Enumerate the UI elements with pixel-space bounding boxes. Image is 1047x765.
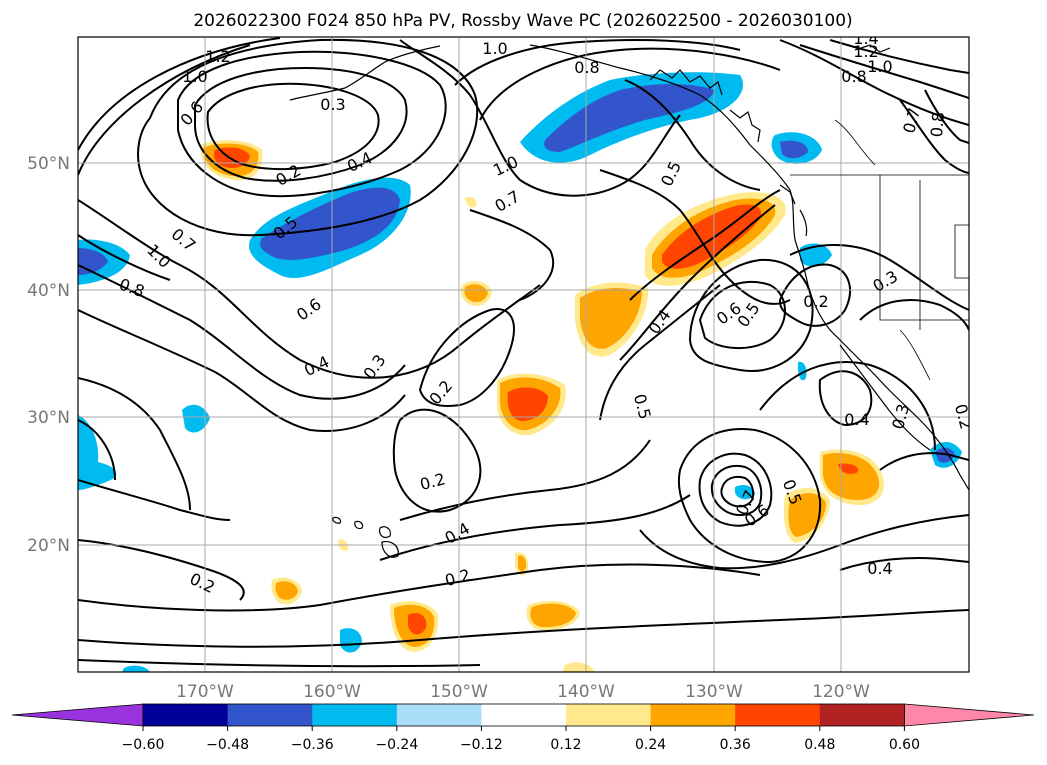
colorbar-label: −0.12: [460, 737, 503, 753]
contour-label: 0.8: [574, 58, 599, 77]
colorbar-extend-high: [904, 703, 1035, 727]
colorbar-label: 0.60: [889, 737, 920, 753]
colorbar-segment: [566, 704, 652, 726]
contour-label: 0.4: [867, 559, 892, 578]
colorbar: −0.60 −0.48 −0.36 −0.24 −0.12 0.12 0.24 0.36 0.4…: [11, 703, 1035, 753]
colorbar-label: −0.60: [122, 737, 165, 753]
pv-contours: [78, 37, 969, 668]
lon-label: 150°W: [430, 682, 488, 702]
colorbar-segment: [227, 704, 313, 726]
colorbar-segment: [481, 704, 567, 726]
lat-label: 50°N: [27, 154, 70, 174]
colorbar-label: 0.24: [635, 737, 666, 753]
contour-label: 0.4: [844, 410, 869, 429]
contour-label: 0.8: [927, 111, 948, 138]
colorbar-segment: [819, 704, 905, 726]
longitude-labels: 170°W 160°W 150°W 140°W 130°W 120°W: [176, 682, 870, 702]
lon-label: 120°W: [812, 682, 870, 702]
colorbar-label: −0.24: [375, 737, 418, 753]
colorbar-frame: [142, 703, 905, 727]
colorbar-label: −0.36: [291, 737, 334, 753]
map-title: 2026022300 F024 850 hPa PV, Rossby Wave …: [193, 11, 852, 31]
lon-label: 170°W: [176, 682, 234, 702]
contour-label: 1.0: [182, 67, 207, 86]
coastlines: [289, 44, 969, 558]
contour-label: 0.2: [803, 292, 828, 311]
lat-label: 40°N: [27, 281, 70, 301]
contour-label: 1.4: [853, 29, 878, 48]
colorbar-label: 0.12: [550, 737, 581, 753]
latitude-labels: 50°N 40°N 30°N 20°N: [27, 154, 70, 556]
contour-label: 0.8: [841, 67, 866, 86]
contour-label: 1.0: [867, 57, 892, 76]
graticule: [78, 37, 969, 672]
lon-label: 160°W: [303, 682, 361, 702]
lon-label: 130°W: [685, 682, 743, 702]
colorbar-segment: [735, 704, 821, 726]
plot-frame: [77, 36, 970, 673]
lon-label: 140°W: [557, 682, 615, 702]
contour-label: 0.3: [320, 95, 345, 114]
colorbar-label: 0.36: [720, 737, 751, 753]
colorbar-extend-low: [11, 703, 144, 727]
contour-label: 1.2: [205, 47, 230, 66]
lat-label: 30°N: [27, 408, 70, 428]
contour-label: 1.0: [482, 39, 507, 58]
colorbar-segment: [396, 704, 482, 726]
plot-area: 1.2 1.0 0.6 0.3 0.2 0.4 0.5 1.0 0.7 0.8 …: [78, 29, 969, 672]
lat-label: 20°N: [27, 536, 70, 556]
contour-label: 1.2: [853, 42, 878, 61]
colorbar-segment: [312, 704, 398, 726]
colorbar-segment: [650, 704, 736, 726]
colorbar-segment: [143, 704, 229, 726]
colorbar-label: 0.48: [804, 737, 835, 753]
colorbar-label: −0.48: [206, 737, 249, 753]
